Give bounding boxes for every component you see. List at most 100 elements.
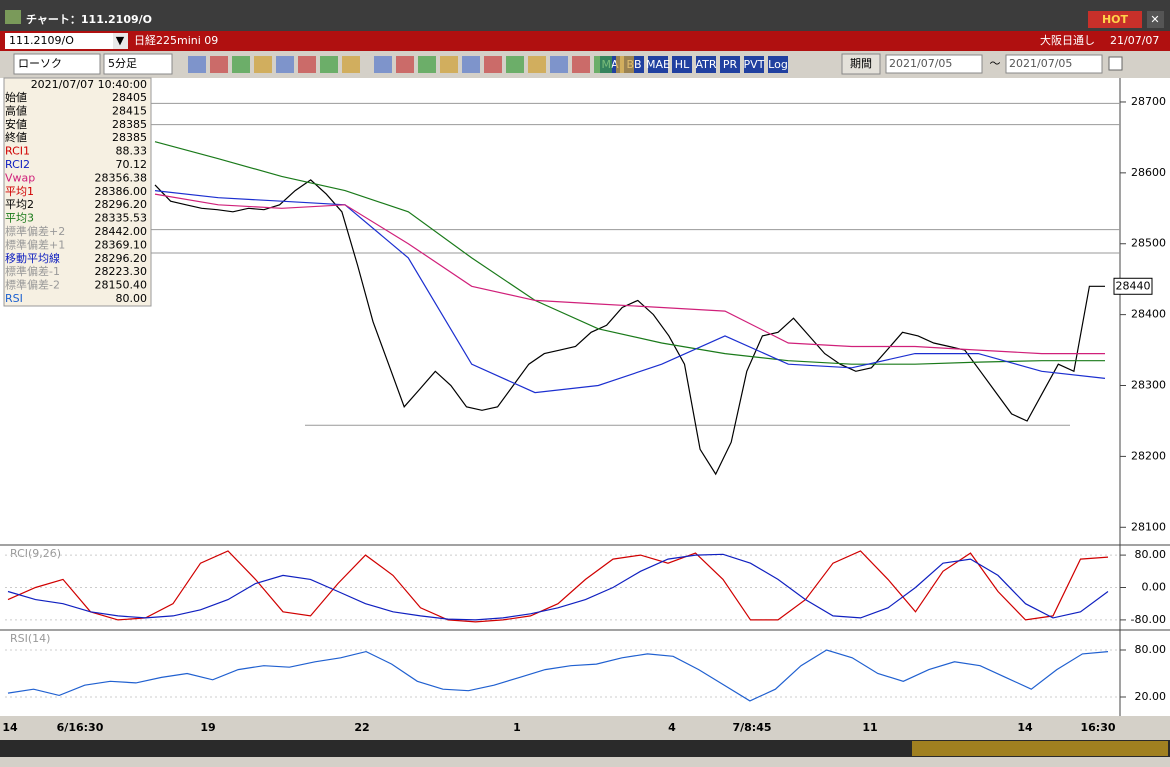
- toolbar-icon[interactable]: [484, 56, 502, 73]
- info-label: 標準偏差-1: [5, 264, 60, 278]
- period-button[interactable]: [841, 53, 881, 75]
- info-label: 終値: [5, 130, 27, 144]
- x-tick-label: 1: [513, 721, 521, 734]
- x-tick-label: 6/16:30: [57, 721, 104, 734]
- info-value: 28335.53: [95, 212, 148, 225]
- toolbar-icon[interactable]: [440, 56, 458, 73]
- info-value: 28296.20: [95, 198, 148, 211]
- y-tick-label: 28400: [1131, 308, 1166, 321]
- market-date: 21/07/07: [1110, 34, 1159, 47]
- info-label: 移動平均線: [5, 251, 60, 265]
- last-price-box: [1113, 277, 1153, 295]
- symbol-bar: [0, 31, 1170, 51]
- to-date: 2021/07/05: [1009, 57, 1072, 70]
- chart-type-select[interactable]: [13, 53, 101, 75]
- info-label: 始値: [5, 90, 27, 104]
- info-label: RSI: [5, 292, 23, 305]
- toolbar-button[interactable]: [720, 56, 740, 73]
- y-tick-label: -80.00: [1131, 613, 1166, 626]
- toolbar-icon[interactable]: [572, 56, 590, 73]
- info-label: 安値: [5, 117, 27, 131]
- series-line: [154, 141, 1105, 365]
- toolbar-button[interactable]: [648, 56, 668, 73]
- panel-title: RSI(14): [10, 632, 50, 645]
- interval-select[interactable]: [103, 53, 173, 75]
- toolbar-button[interactable]: [768, 56, 788, 73]
- series-line: [7, 553, 1109, 621]
- panel-title: RCI(9,26): [10, 547, 61, 560]
- toolbar-icon[interactable]: [550, 56, 568, 73]
- info-timestamp: 2021/07/07 10:40:00: [31, 78, 147, 91]
- info-label: Vwap: [5, 171, 35, 184]
- close-button[interactable]: [1147, 11, 1164, 28]
- symbol-input[interactable]: [5, 33, 113, 49]
- toolbar-icon[interactable]: [320, 56, 338, 73]
- title-bar: [0, 0, 1170, 31]
- y-tick-label: 28300: [1131, 379, 1166, 392]
- app-icon: [5, 10, 21, 24]
- toolbar-icon[interactable]: [232, 56, 250, 73]
- info-label: 平均2: [5, 198, 34, 211]
- from-date-input[interactable]: [885, 54, 983, 74]
- toolbar-icon[interactable]: [418, 56, 436, 73]
- series-line: [7, 649, 1109, 702]
- x-tick-label: 16:30: [1080, 721, 1115, 734]
- toolbar-icon[interactable]: [374, 56, 392, 73]
- close-icon: ✕: [1150, 13, 1159, 26]
- checkbox[interactable]: [1108, 56, 1123, 71]
- to-date-input[interactable]: [1005, 54, 1103, 74]
- y-tick-label: 28500: [1131, 237, 1166, 250]
- toolbar-button-label: Log: [768, 58, 788, 71]
- toolbar-button-label: ATR: [695, 58, 716, 71]
- toolbar-button[interactable]: [744, 56, 764, 73]
- info-label: 高値: [5, 103, 27, 117]
- toolbar-icon[interactable]: [188, 56, 206, 73]
- hot-label: HOT: [1102, 13, 1129, 26]
- toolbar-icon[interactable]: [210, 56, 228, 73]
- info-value: 28385: [112, 131, 147, 144]
- toolbar-icon[interactable]: [396, 56, 414, 73]
- info-label: RCI1: [5, 145, 30, 158]
- hot-button[interactable]: [1088, 11, 1142, 28]
- toolbar-icon[interactable]: [616, 56, 634, 73]
- info-panel: [3, 77, 152, 307]
- toolbar-icon[interactable]: [462, 56, 480, 73]
- info-value: 70.12: [116, 158, 148, 171]
- toolbar-icon[interactable]: [298, 56, 316, 73]
- toolbar-button-label: PVT: [744, 58, 765, 71]
- x-tick-label: 14: [1017, 721, 1033, 734]
- info-value: 28385: [112, 118, 147, 131]
- toolbar-icon[interactable]: [506, 56, 524, 73]
- toolbar-icon[interactable]: [276, 56, 294, 73]
- toolbar-icon[interactable]: [342, 56, 360, 73]
- date-separator: ～: [990, 57, 1001, 70]
- toolbar-button-label: MAE: [646, 58, 670, 71]
- y-tick-label: 28600: [1131, 166, 1166, 179]
- period-label: 期間: [850, 57, 872, 70]
- toolbar-icon[interactable]: [594, 56, 612, 73]
- x-tick-label: 22: [354, 721, 369, 734]
- info-label: 平均1: [5, 185, 34, 198]
- info-value: 80.00: [116, 292, 148, 305]
- x-tick-label: 19: [200, 721, 215, 734]
- symbol-code: 111.2109/O: [9, 34, 74, 47]
- series-line: [154, 179, 1105, 476]
- dropdown-arrow: ▼: [116, 34, 125, 47]
- chart-area: [0, 78, 1170, 716]
- symbol-dropdown[interactable]: [113, 33, 128, 49]
- scrollbar[interactable]: [0, 740, 1170, 757]
- scroll-thumb[interactable]: [912, 741, 1168, 756]
- toolbar-icon[interactable]: [254, 56, 272, 73]
- info-value: 28356.38: [95, 171, 148, 184]
- market-name: 大阪日通し: [1040, 33, 1095, 47]
- chart-type: ローソク: [18, 57, 62, 70]
- toolbar-button[interactable]: [672, 56, 692, 73]
- y-tick-label: 80.00: [1135, 643, 1167, 656]
- y-tick-label: 28200: [1131, 449, 1166, 462]
- last-price: 28440: [1116, 279, 1151, 292]
- info-value: 28405: [112, 91, 147, 104]
- toolbar-button[interactable]: [696, 56, 716, 73]
- series-line: [7, 550, 1109, 623]
- x-tick-label: 14: [2, 721, 18, 734]
- toolbar-icon[interactable]: [528, 56, 546, 73]
